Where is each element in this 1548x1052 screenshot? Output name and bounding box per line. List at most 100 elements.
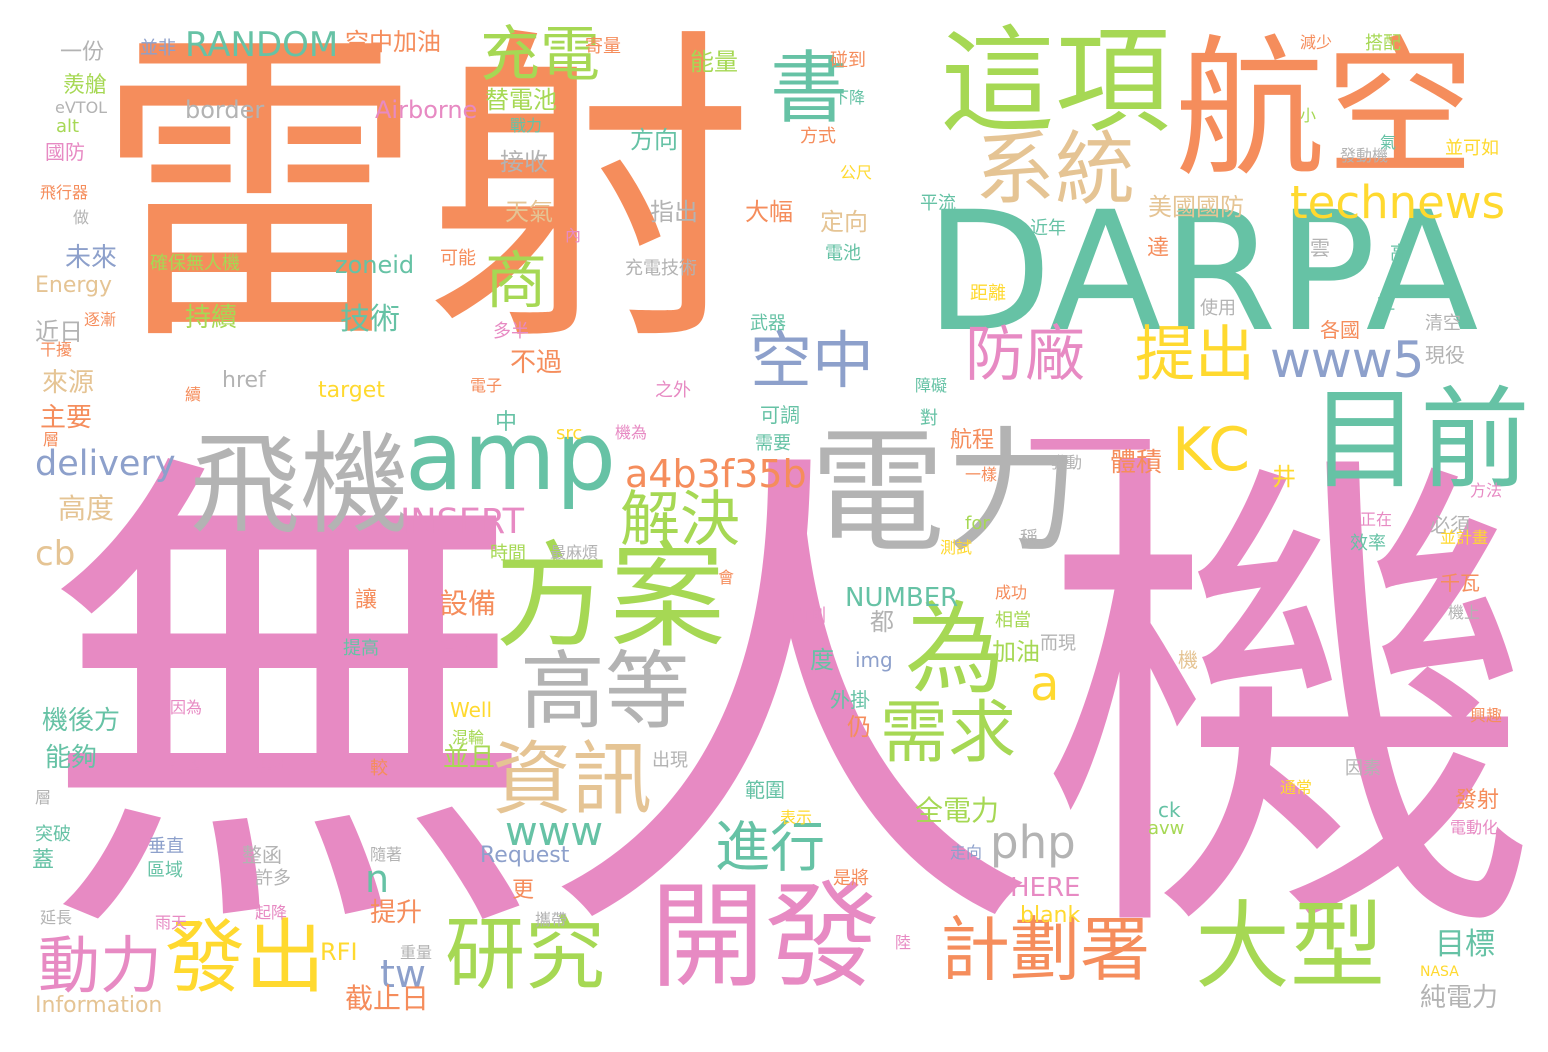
- word-5fc5-9808: 必須: [1430, 513, 1470, 537]
- word-63a5-6536: 接收: [500, 148, 548, 176]
- word-9632-5ee0: 防廠: [965, 320, 1085, 390]
- word-5929-6c23: 天氣: [505, 198, 553, 226]
- word-d-a-r-p-a: DARPA: [925, 176, 1479, 368]
- word-e-v-t-o-l: eVTOL: [55, 98, 108, 117]
- word-5782-76f4: 垂直: [148, 836, 184, 857]
- word-9019-4e9b: 這些: [170, 758, 203, 777]
- word-4e2d: 中: [495, 410, 518, 435]
- word-t-a-r-g-e-t: target: [318, 378, 385, 403]
- word-6e2c-8a66: 測試: [940, 538, 973, 557]
- word-96fb-529b: 電力: [810, 414, 1080, 571]
- word-96fb-6c60: 電池: [825, 243, 861, 264]
- word-9054: 達: [1147, 236, 1170, 261]
- word-8208-8da3: 興趣: [1470, 706, 1503, 725]
- word-9010-6f38: 逐漸: [84, 310, 117, 329]
- word-6df7-8f2a: 混輪: [452, 728, 485, 747]
- word-a-m-p: amp: [405, 402, 617, 512]
- word-6c23: 氣: [1380, 133, 1397, 152]
- word-5927-578b: 大型: [1195, 892, 1386, 1002]
- word-96fb-52d5-5316: 電動化: [1450, 818, 1499, 837]
- word-800c-73fe: 而現: [1040, 633, 1076, 654]
- word-b-o-r-d-e-r: border: [185, 96, 265, 124]
- word-4ecd: 仍: [847, 713, 871, 741]
- word-70ba: 為: [905, 591, 1005, 708]
- word-52d5-529b: 動力: [38, 929, 163, 1002]
- word-5168-96fb-529b: 全電力: [915, 794, 1000, 827]
- word-t-e-c-h-n-e-w-s: technews: [1290, 176, 1506, 229]
- word-78ba-4fdd-7121-4eba-6a5f: 確保無人機: [150, 253, 240, 274]
- word-6548-7387: 效率: [1350, 533, 1386, 554]
- word-n-u-m-b-e-r: NUMBER: [845, 583, 959, 613]
- word-901a-5e38: 通常: [1280, 778, 1313, 797]
- word-8a31-591a: 許多: [255, 868, 291, 889]
- word-6700-9ebb-7169: 最麻煩: [550, 543, 599, 562]
- word-56e0-70ba: 因為: [170, 698, 203, 717]
- word-53ef-8abf: 可調: [760, 403, 800, 427]
- word-6a5f-5f8c-65b9: 機後方: [42, 706, 121, 736]
- word-4e00-4efd: 一份: [60, 40, 105, 65]
- word-505a: 做: [73, 208, 90, 227]
- word-96a8-8457: 隨著: [370, 845, 403, 864]
- word-7121-4eba-6a5f: 無人機: [40, 414, 1540, 996]
- word-a-4-b-3-f-3-5-b: a4b3f35b: [625, 452, 807, 496]
- word-4e0d-904e: 不過: [510, 348, 563, 378]
- word-8b93: 讓: [355, 588, 378, 613]
- word-5343-74e6: 千瓦: [1440, 571, 1480, 595]
- word-78b0-5230: 碰到: [830, 50, 866, 71]
- word-4e26-4e14: 並且: [443, 743, 496, 773]
- word-b-l-a-n-k: blank: [1020, 903, 1081, 928]
- word-76ee-524d: 目前: [1310, 376, 1530, 504]
- word-767c-52d5: 發動: [1050, 453, 1083, 472]
- word-651c-5e36: 攜帶: [535, 910, 568, 929]
- word-4f86-6e90: 來源: [42, 368, 95, 398]
- word-65b9-6cd5: 方法: [1470, 481, 1503, 500]
- word-r-f-i: RFI: [320, 938, 358, 966]
- word-56e0-7d20: 因素: [1345, 758, 1381, 779]
- word-8cc7-8a0a: 資訊: [492, 733, 652, 826]
- word-n: n: [365, 857, 390, 901]
- word-a-i-r-b-o-r-n-e: Airborne: [375, 96, 478, 124]
- word-6b63-5728: 正在: [1360, 510, 1393, 529]
- word-76f8-7576: 相當: [995, 610, 1031, 631]
- word-96fb-5b50: 電子: [470, 376, 503, 395]
- word-6b66-5668: 武器: [750, 313, 786, 334]
- word-65b9-5411: 方向: [630, 126, 678, 154]
- word-t-w: tw: [380, 952, 426, 996]
- word-i-m-g: img: [855, 648, 893, 672]
- word-6574-51fd: 整函: [242, 843, 282, 867]
- word-6a5f-70ba: 機為: [615, 423, 648, 442]
- word-5145-96fb-6280-8853: 充電技術: [625, 258, 697, 279]
- word-4e26-975e: 並非: [140, 38, 176, 59]
- word-r-a-n-d-o-m: RANDOM: [185, 25, 339, 65]
- word-96f7-5c04: 雷射: [95, 1, 755, 385]
- word-4e0b-964d: 下降: [833, 88, 866, 107]
- word-822a-7a7a: 航空: [1175, 23, 1476, 197]
- word-8d70-5411: 走向: [950, 843, 983, 862]
- word-7bc4-570d: 範圍: [745, 778, 785, 802]
- word-7a7a-4e2d-52a0-6cb9: 空中加油: [345, 28, 441, 56]
- word-r-e-q-u-e-s-t: Request: [480, 843, 570, 868]
- word-76ee-6a19: 目標: [1435, 927, 1495, 962]
- word-9ad8-5ea6: 高度: [58, 492, 115, 525]
- word-4e00: 一: [1025, 374, 1156, 526]
- word-5404-570b: 各國: [1320, 318, 1360, 342]
- word-5bc4-91cf: 寄量: [585, 36, 621, 57]
- word-z-o-n-e-i-d: zoneid: [335, 251, 415, 279]
- word-s-r-c: src: [556, 423, 583, 444]
- word-7e8c: 續: [185, 385, 202, 404]
- word-767c-5c04: 發射: [1455, 788, 1500, 813]
- word-642d-914d: 搭配: [1365, 33, 1401, 54]
- word-7fa8-8259: 羨艙: [63, 73, 108, 98]
- word-8fd1-5e74: 近年: [1030, 218, 1066, 239]
- word-5c0f: 小: [1300, 106, 1317, 125]
- word-8a08-5283-7f72: 計劃署: [940, 909, 1150, 991]
- word-w-w-w-5: www5: [1270, 331, 1425, 389]
- word-516c-5c3a: 公尺: [840, 163, 873, 182]
- word-5075-6e2c: 偵測: [790, 606, 826, 627]
- word-7814-7a76: 研究: [445, 908, 605, 1001]
- word-6307-51fa: 指出: [650, 198, 698, 226]
- word-80fd-91cf: 能量: [690, 48, 738, 76]
- word-65b9-5f0f: 方式: [800, 126, 836, 147]
- word-63d0-51fa: 提出: [1135, 320, 1255, 390]
